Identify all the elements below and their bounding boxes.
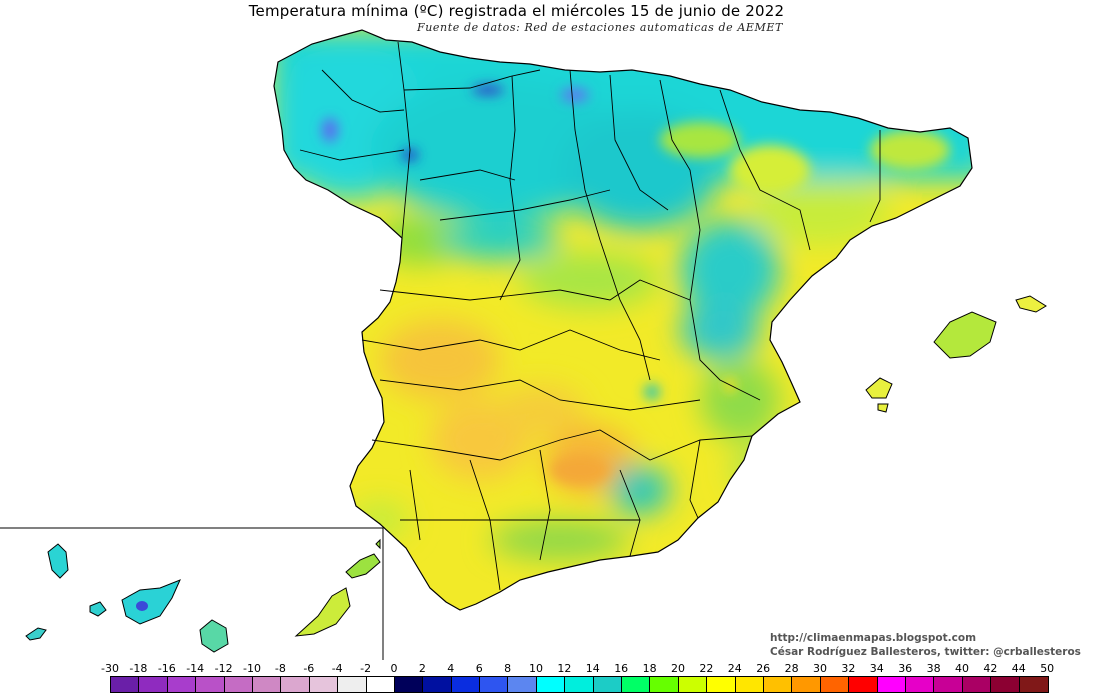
legend-swatch bbox=[536, 677, 566, 692]
legend-swatch bbox=[508, 677, 537, 692]
legend-swatch bbox=[678, 677, 708, 692]
legend-label: 20 bbox=[671, 662, 685, 675]
legend-swatch bbox=[763, 677, 793, 692]
canary-islands-inset bbox=[0, 527, 384, 660]
legend-label: 8 bbox=[504, 662, 512, 675]
legend-label: 38 bbox=[926, 662, 941, 675]
legend-swatch bbox=[962, 677, 992, 692]
legend-label: 24 bbox=[727, 662, 742, 675]
map-title: Temperatura mínima (ºC) registrada el mi… bbox=[248, 2, 785, 20]
blog-link[interactable]: http://climaenmapas.blogspot.com bbox=[770, 632, 977, 644]
legend-label: -4 bbox=[331, 662, 343, 675]
legend-swatch bbox=[650, 677, 679, 692]
legend-swatch bbox=[707, 677, 736, 692]
legend-swatch bbox=[622, 677, 651, 692]
legend-swatch bbox=[196, 677, 225, 692]
legend-swatch bbox=[849, 677, 878, 692]
legend-label: 28 bbox=[784, 662, 799, 675]
legend-label: 26 bbox=[756, 662, 771, 675]
legend-swatch bbox=[735, 677, 764, 692]
legend-label: -16 bbox=[157, 662, 176, 675]
legend-swatch bbox=[309, 677, 339, 692]
legend-label: 18 bbox=[642, 662, 657, 675]
legend-swatch bbox=[338, 677, 367, 692]
legend-label: 30 bbox=[813, 662, 827, 675]
legend-label: 44 bbox=[1011, 662, 1026, 675]
map-subtitle: Fuente de datos: Red de estaciones autom… bbox=[417, 21, 783, 34]
legend-swatch bbox=[877, 677, 906, 692]
legend-swatch bbox=[820, 677, 850, 692]
legend-swatch bbox=[394, 677, 424, 692]
legend-swatch bbox=[1019, 677, 1048, 692]
legend-swatch bbox=[423, 677, 452, 692]
legend-label: -10 bbox=[243, 662, 261, 675]
legend-label: -30 bbox=[101, 662, 119, 675]
legend-swatch bbox=[111, 677, 140, 692]
legend-label: 16 bbox=[614, 662, 629, 675]
legend-label: -8 bbox=[274, 662, 286, 675]
legend-label: 36 bbox=[898, 662, 913, 675]
legend-label: -18 bbox=[129, 662, 148, 675]
legend-label: -6 bbox=[303, 662, 315, 675]
balearic-islands bbox=[865, 295, 1047, 413]
legend-label: -12 bbox=[214, 662, 233, 675]
legend-swatch bbox=[167, 677, 197, 692]
temperature-map bbox=[0, 29, 1047, 660]
legend-swatch bbox=[224, 677, 253, 692]
legend-labels: -30 -18 -16 -14 -12 -10 -8 -6 -4 -2 0 2 4 6 8 10 12 14 16 1… bbox=[0, 662, 1098, 676]
legend-label: 50 bbox=[1040, 662, 1055, 675]
color-legend bbox=[110, 676, 1049, 693]
iberian-peninsula bbox=[274, 30, 972, 610]
legend-label: 0 bbox=[390, 662, 398, 675]
legend-label: 10 bbox=[529, 662, 543, 675]
legend-label: 4 bbox=[447, 662, 455, 675]
legend-label: 32 bbox=[841, 662, 856, 675]
legend-label: 6 bbox=[475, 662, 483, 675]
legend-label: -14 bbox=[186, 662, 205, 675]
legend-swatch bbox=[593, 677, 623, 692]
legend-swatch bbox=[451, 677, 481, 692]
legend-swatch bbox=[565, 677, 594, 692]
legend-swatch bbox=[934, 677, 963, 692]
legend-label: 22 bbox=[699, 662, 714, 675]
legend-swatch bbox=[905, 677, 935, 692]
credits: http://climaenmapas.blogspot.com César R… bbox=[770, 631, 1081, 659]
legend-label: 40 bbox=[955, 662, 969, 675]
legend-swatch bbox=[792, 677, 821, 692]
legend-swatch bbox=[366, 677, 395, 692]
legend-label: 14 bbox=[585, 662, 600, 675]
legend-label: 34 bbox=[869, 662, 884, 675]
legend-label: -2 bbox=[360, 662, 372, 675]
legend-label: 2 bbox=[418, 662, 426, 675]
legend-swatch bbox=[139, 677, 168, 692]
legend-label: 42 bbox=[983, 662, 998, 675]
legend-swatch bbox=[480, 677, 509, 692]
legend-label: 12 bbox=[557, 662, 572, 675]
legend-swatch bbox=[281, 677, 310, 692]
legend-swatch bbox=[991, 677, 1020, 692]
region-borders bbox=[299, 41, 881, 591]
author-credit: César Rodríguez Ballesteros, twitter: @c… bbox=[770, 646, 1081, 658]
legend-swatch bbox=[252, 677, 282, 692]
